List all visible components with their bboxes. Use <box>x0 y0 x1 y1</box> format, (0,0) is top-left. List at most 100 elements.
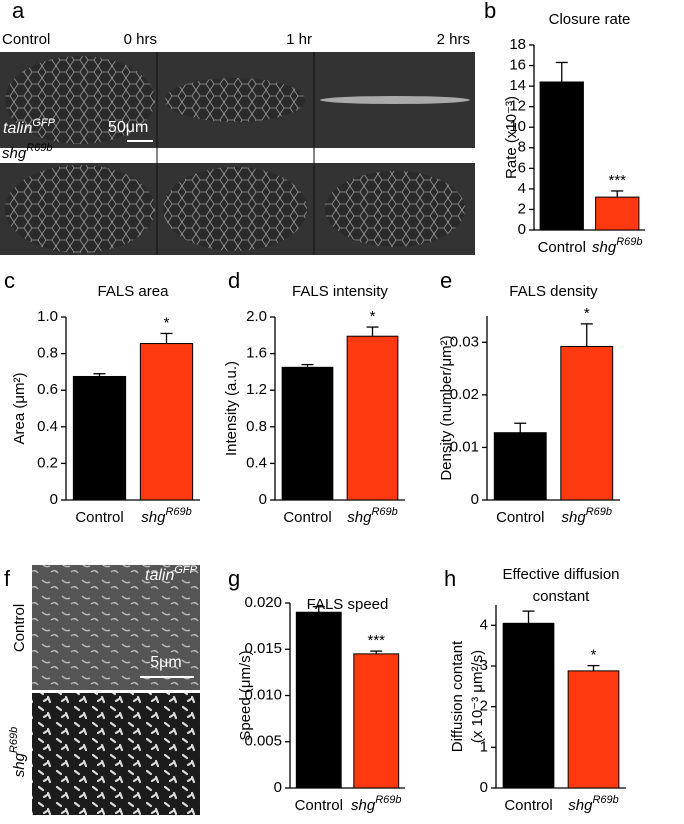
significance: * <box>370 308 376 325</box>
x-tick-label: shgR69b <box>568 794 618 814</box>
bar <box>72 375 127 501</box>
y-tick-label: 0 <box>471 491 479 508</box>
y-tick-label: 0 <box>518 221 526 238</box>
y-tick-label: 0.4 <box>246 454 267 471</box>
y-axis-label: Diffusion contant <box>449 640 466 752</box>
y-tick-label: 2 <box>480 698 488 715</box>
panel-letter: e <box>440 268 452 293</box>
time-label: 0 hrs <box>124 31 157 48</box>
bar <box>560 345 614 501</box>
y-tick-label: 0.4 <box>37 418 58 435</box>
significance: * <box>591 647 597 664</box>
bar <box>493 432 547 501</box>
panel-letter: h <box>444 566 456 591</box>
chart-title: FALS area <box>98 283 170 300</box>
bar <box>353 653 400 789</box>
y-tick-label: 12 <box>509 98 526 115</box>
image-f <box>32 565 200 815</box>
scale-label: 5μm <box>150 654 181 671</box>
y-tick-label: 6 <box>518 159 526 176</box>
y-tick-label: 1 <box>480 738 488 755</box>
y-tick-label: 3 <box>480 657 488 674</box>
bar <box>502 622 555 789</box>
x-tick-label: Control <box>504 797 552 814</box>
y-axis-label: Density (number/μm²) <box>438 335 455 480</box>
chart-title: Closure rate <box>549 11 631 28</box>
y-tick-label: 0.2 <box>37 454 58 471</box>
x-tick-label: Control <box>538 239 586 256</box>
y-tick-label: 0.02 <box>450 386 479 403</box>
x-tick-label: shgR69b <box>141 506 191 526</box>
bar <box>595 196 640 231</box>
x-tick-label: shgR69b <box>347 506 397 526</box>
y-axis-label: Speed (μm/s) <box>237 650 254 740</box>
chart-title: Effective diffusion <box>502 566 619 583</box>
significance: * <box>164 314 170 331</box>
time-label: 2 hrs <box>437 31 470 48</box>
y-axis-label: Rate (x10⁻³) <box>503 96 520 179</box>
panel-letter: a <box>12 0 25 23</box>
y-tick-label: 2.0 <box>246 308 267 325</box>
x-tick-label: Control <box>283 509 331 526</box>
y-tick-label: 0.8 <box>37 345 58 362</box>
significance: *** <box>608 172 626 189</box>
significance: *** <box>367 632 385 649</box>
y-tick-label: 0 <box>50 491 58 508</box>
y-tick-label: 8 <box>518 139 526 156</box>
chart-title: FALS intensity <box>292 283 388 300</box>
y-tick-label: 0.01 <box>450 438 479 455</box>
y-axis-label: Intensity (a.u.) <box>223 361 240 456</box>
y-tick-label: 10 <box>509 118 526 135</box>
y-tick-label: 1.0 <box>37 308 58 325</box>
y-tick-label: 4 <box>518 180 526 197</box>
bar <box>567 670 620 789</box>
significance: * <box>584 305 590 322</box>
y-tick-label: 0.005 <box>244 733 282 750</box>
y-tick-label: 2 <box>518 200 526 217</box>
row-label: Control <box>11 604 28 652</box>
y-tick-label: 4 <box>480 616 488 633</box>
y-tick-label: 0.020 <box>244 594 282 611</box>
x-tick-label: shgR69b <box>562 506 612 526</box>
y-tick-label: 1.2 <box>246 381 267 398</box>
y-tick-label: 0 <box>480 779 488 796</box>
y-tick-label: 0.015 <box>244 640 282 657</box>
y-tick-label: 0.010 <box>244 686 282 703</box>
marker-label: talinGFP <box>145 564 198 584</box>
y-tick-label: 0.03 <box>450 333 479 350</box>
y-axis-label: Area (μm²) <box>11 373 28 445</box>
y-tick-label: 1.6 <box>246 345 267 362</box>
panel-letter: b <box>484 0 496 23</box>
y-tick-label: 14 <box>509 77 526 94</box>
x-tick-label: Control <box>295 797 343 814</box>
y-tick-label: 0 <box>259 491 267 508</box>
chart-title: FALS speed <box>307 596 389 613</box>
x-tick-label: Control <box>496 509 544 526</box>
y-tick-label: 0 <box>274 779 282 796</box>
scale-label: 50μm <box>108 119 148 136</box>
x-tick-label: shgR69b <box>592 236 642 256</box>
x-tick-label: shgR69b <box>351 794 401 814</box>
bar <box>346 335 399 501</box>
x-tick-label: Control <box>75 509 123 526</box>
y-axis-label: (x 10⁻³ μm²/s) <box>469 650 486 743</box>
image-strip-a <box>0 52 475 255</box>
panel-letter: d <box>228 268 240 293</box>
bar <box>281 366 334 501</box>
panel-letter: f <box>4 566 11 591</box>
bar <box>139 343 194 501</box>
y-tick-label: 0.8 <box>246 418 267 435</box>
bar <box>539 81 584 231</box>
y-tick-label: 16 <box>509 57 526 74</box>
chart-title: FALS density <box>509 283 598 300</box>
chart-title: constant <box>533 588 591 605</box>
y-tick-label: 0.6 <box>37 381 58 398</box>
y-tick-label: 18 <box>509 36 526 53</box>
row-label: Control <box>2 31 50 48</box>
time-label: 1 hr <box>286 31 312 48</box>
panel-letter: c <box>4 268 15 293</box>
bar <box>295 611 342 789</box>
panel-letter: g <box>228 566 240 591</box>
row-label: shgR69b <box>2 142 52 162</box>
